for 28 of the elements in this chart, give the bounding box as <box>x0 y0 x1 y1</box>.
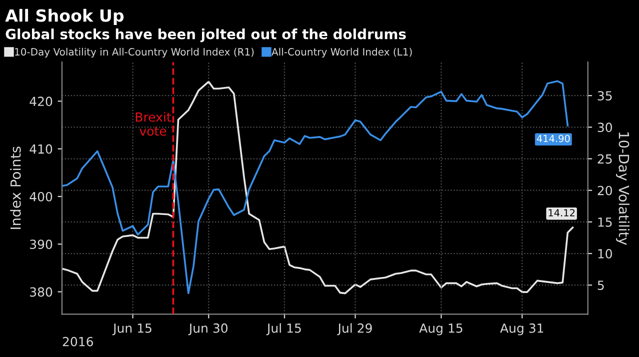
x-tick-label: Jun 15 <box>112 324 152 336</box>
chart-title: All Shook Up <box>5 8 124 26</box>
x-tick-label: Aug 31 <box>500 323 544 336</box>
x-axis-title: 2016 <box>62 336 94 346</box>
x-tick-label: Jul 15 <box>266 323 301 336</box>
chart-subtitle: Global stocks have been jolted out of the doldrums <box>6 28 406 42</box>
y2-tick-label: 20 <box>598 186 612 196</box>
y2-tick-label: 10 <box>598 248 612 258</box>
legend-label: 10-Day Volatility in All-Country World Index (R1) <box>15 48 254 58</box>
y-axis-title: Index Points <box>10 146 21 229</box>
y-tick-label: 390 <box>30 240 52 250</box>
x-tick-label: Jul 29 <box>337 323 372 336</box>
y2-tick-label: 30 <box>598 122 612 132</box>
y-tick-label: 410 <box>30 144 52 154</box>
ref-line-label: Brexit vote <box>136 112 172 136</box>
y-tick-label: 400 <box>30 192 52 202</box>
y2-tick-label: 35 <box>598 91 612 101</box>
data-label: 414.90 <box>536 134 570 142</box>
y2-tick-label: 15 <box>598 218 612 227</box>
y2-tick-label: 25 <box>598 154 612 164</box>
y-tick-label: 380 <box>30 287 52 297</box>
y2-axis-title: 10-Day Volatility <box>616 132 630 245</box>
x-tick-label: Jun 30 <box>188 323 228 336</box>
y2-tick-label: 5 <box>598 280 604 290</box>
y-tick-label: 420 <box>30 96 52 106</box>
data-label: 14.12 <box>548 209 575 216</box>
legend-label: All-Country World Index (L1) <box>272 48 412 58</box>
x-tick-label: Aug 15 <box>419 324 462 336</box>
